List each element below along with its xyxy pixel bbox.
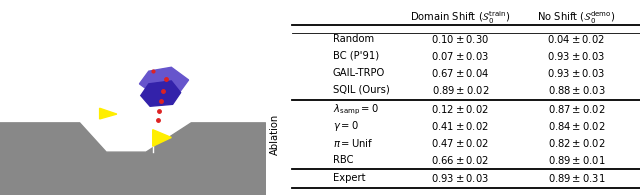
Text: $0.84 \pm 0.02$: $0.84 \pm 0.02$ [548, 120, 605, 132]
Text: GAIL-TRPO: GAIL-TRPO [333, 68, 385, 78]
Text: No Shift ($\mathcal{S}_0^{\mathrm{demo}}$): No Shift ($\mathcal{S}_0^{\mathrm{demo}}… [537, 9, 616, 26]
Text: RBC: RBC [333, 155, 353, 165]
Text: SQIL (Ours): SQIL (Ours) [333, 85, 390, 95]
Polygon shape [100, 108, 117, 119]
Text: $0.67 \pm 0.04$: $0.67 \pm 0.04$ [431, 67, 490, 79]
Text: Random: Random [333, 34, 374, 44]
Text: Expert: Expert [333, 173, 365, 183]
Text: $0.07 \pm 0.03$: $0.07 \pm 0.03$ [431, 50, 489, 62]
Text: $\lambda_{\mathrm{samp}} = 0$: $\lambda_{\mathrm{samp}} = 0$ [333, 102, 379, 117]
Text: $0.89 \pm 0.31$: $0.89 \pm 0.31$ [548, 172, 605, 184]
Text: BC (P'91): BC (P'91) [333, 51, 379, 61]
Text: $0.47 \pm 0.02$: $0.47 \pm 0.02$ [431, 137, 489, 149]
Text: $0.93 \pm 0.03$: $0.93 \pm 0.03$ [547, 50, 605, 62]
Polygon shape [153, 130, 172, 146]
Text: $0.89 \pm 0.02$: $0.89 \pm 0.02$ [431, 84, 489, 96]
Polygon shape [0, 123, 266, 195]
Text: Domain Shift ($\mathcal{S}_0^{\mathrm{train}}$): Domain Shift ($\mathcal{S}_0^{\mathrm{tr… [410, 9, 510, 26]
Text: $0.87 \pm 0.02$: $0.87 \pm 0.02$ [548, 103, 605, 115]
Text: $\pi = \mathrm{Unif}$: $\pi = \mathrm{Unif}$ [333, 137, 374, 149]
Text: $0.93 \pm 0.03$: $0.93 \pm 0.03$ [547, 67, 605, 79]
Text: $0.66 \pm 0.02$: $0.66 \pm 0.02$ [431, 154, 489, 166]
Polygon shape [141, 81, 180, 106]
Text: $0.12 \pm 0.02$: $0.12 \pm 0.02$ [431, 103, 489, 115]
Text: $0.41 \pm 0.02$: $0.41 \pm 0.02$ [431, 120, 489, 132]
Text: $\gamma = 0$: $\gamma = 0$ [333, 119, 359, 133]
Text: $0.89 \pm 0.01$: $0.89 \pm 0.01$ [548, 154, 605, 166]
Text: Ablation: Ablation [270, 114, 280, 155]
Text: $0.82 \pm 0.02$: $0.82 \pm 0.02$ [548, 137, 605, 149]
Text: $0.93 \pm 0.03$: $0.93 \pm 0.03$ [431, 172, 489, 184]
Text: $0.10 \pm 0.30$: $0.10 \pm 0.30$ [431, 33, 490, 45]
Text: $0.88 \pm 0.03$: $0.88 \pm 0.03$ [547, 84, 605, 96]
Text: $0.04 \pm 0.02$: $0.04 \pm 0.02$ [547, 33, 605, 45]
Polygon shape [140, 67, 189, 97]
